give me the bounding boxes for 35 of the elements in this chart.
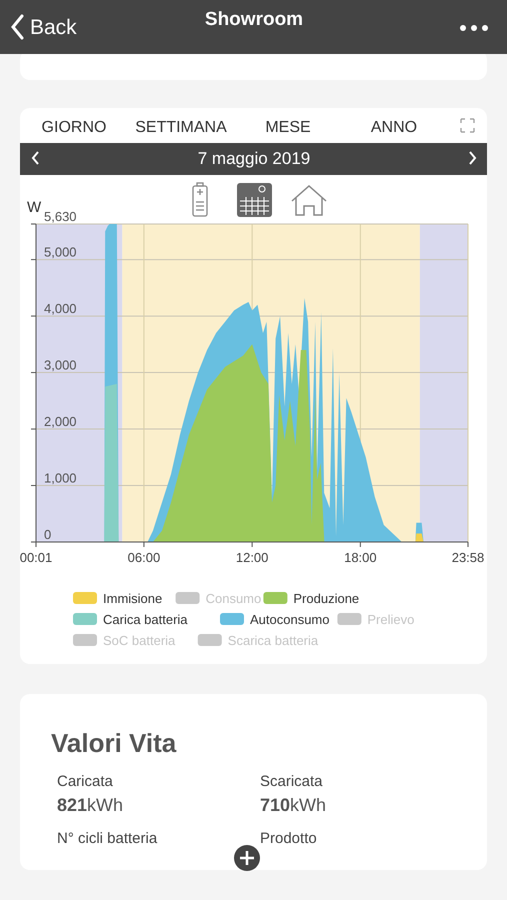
- legend-label: Autoconsumo: [250, 612, 330, 627]
- text: Caricata: [57, 773, 114, 790]
- y-tick-label: 3,000: [44, 358, 77, 373]
- legend-label: Produzione: [293, 591, 360, 606]
- text: MESE: [265, 119, 311, 136]
- y-axis-title: W: [27, 199, 42, 216]
- text: GIORNO: [42, 119, 106, 136]
- legend-label: Consumo: [206, 591, 262, 606]
- y-tick-label: 5,630: [44, 209, 77, 224]
- x-tick-label: 06:00: [128, 550, 160, 565]
- legend-label: Immisione: [103, 591, 162, 606]
- text: Showroom: [204, 9, 304, 30]
- x-tick-label: 23:58: [452, 550, 484, 565]
- text: Valori Vita: [51, 728, 177, 758]
- y-tick-label: 1,000: [44, 470, 77, 486]
- text: SETTIMANA: [135, 119, 228, 136]
- legend-label: Carica batteria: [103, 612, 188, 627]
- text: Prodotto: [260, 830, 317, 847]
- legend-label: SoC batteria: [103, 633, 176, 648]
- text: 710kWh: [260, 795, 326, 815]
- y-tick-label: 2,000: [44, 414, 77, 430]
- y-tick-label: 5,000: [44, 244, 77, 260]
- legend-label: Scarica batteria: [228, 633, 319, 648]
- chart-title: 7 maggio 2019: [198, 149, 310, 168]
- text: 821kWh: [57, 795, 124, 815]
- text: N° cicli batteria: [57, 830, 158, 847]
- legend-label: Prelievo: [367, 612, 414, 627]
- text: Scaricata: [260, 773, 324, 790]
- x-tick-label: 12:00: [236, 550, 268, 565]
- text: ANNO: [370, 119, 418, 136]
- y-tick-label: 0: [44, 527, 52, 542]
- text: Back: [30, 16, 78, 39]
- x-tick-label: 00:01: [20, 550, 52, 565]
- y-tick-label: 4,000: [44, 301, 77, 316]
- x-tick-label: 18:00: [344, 550, 377, 565]
